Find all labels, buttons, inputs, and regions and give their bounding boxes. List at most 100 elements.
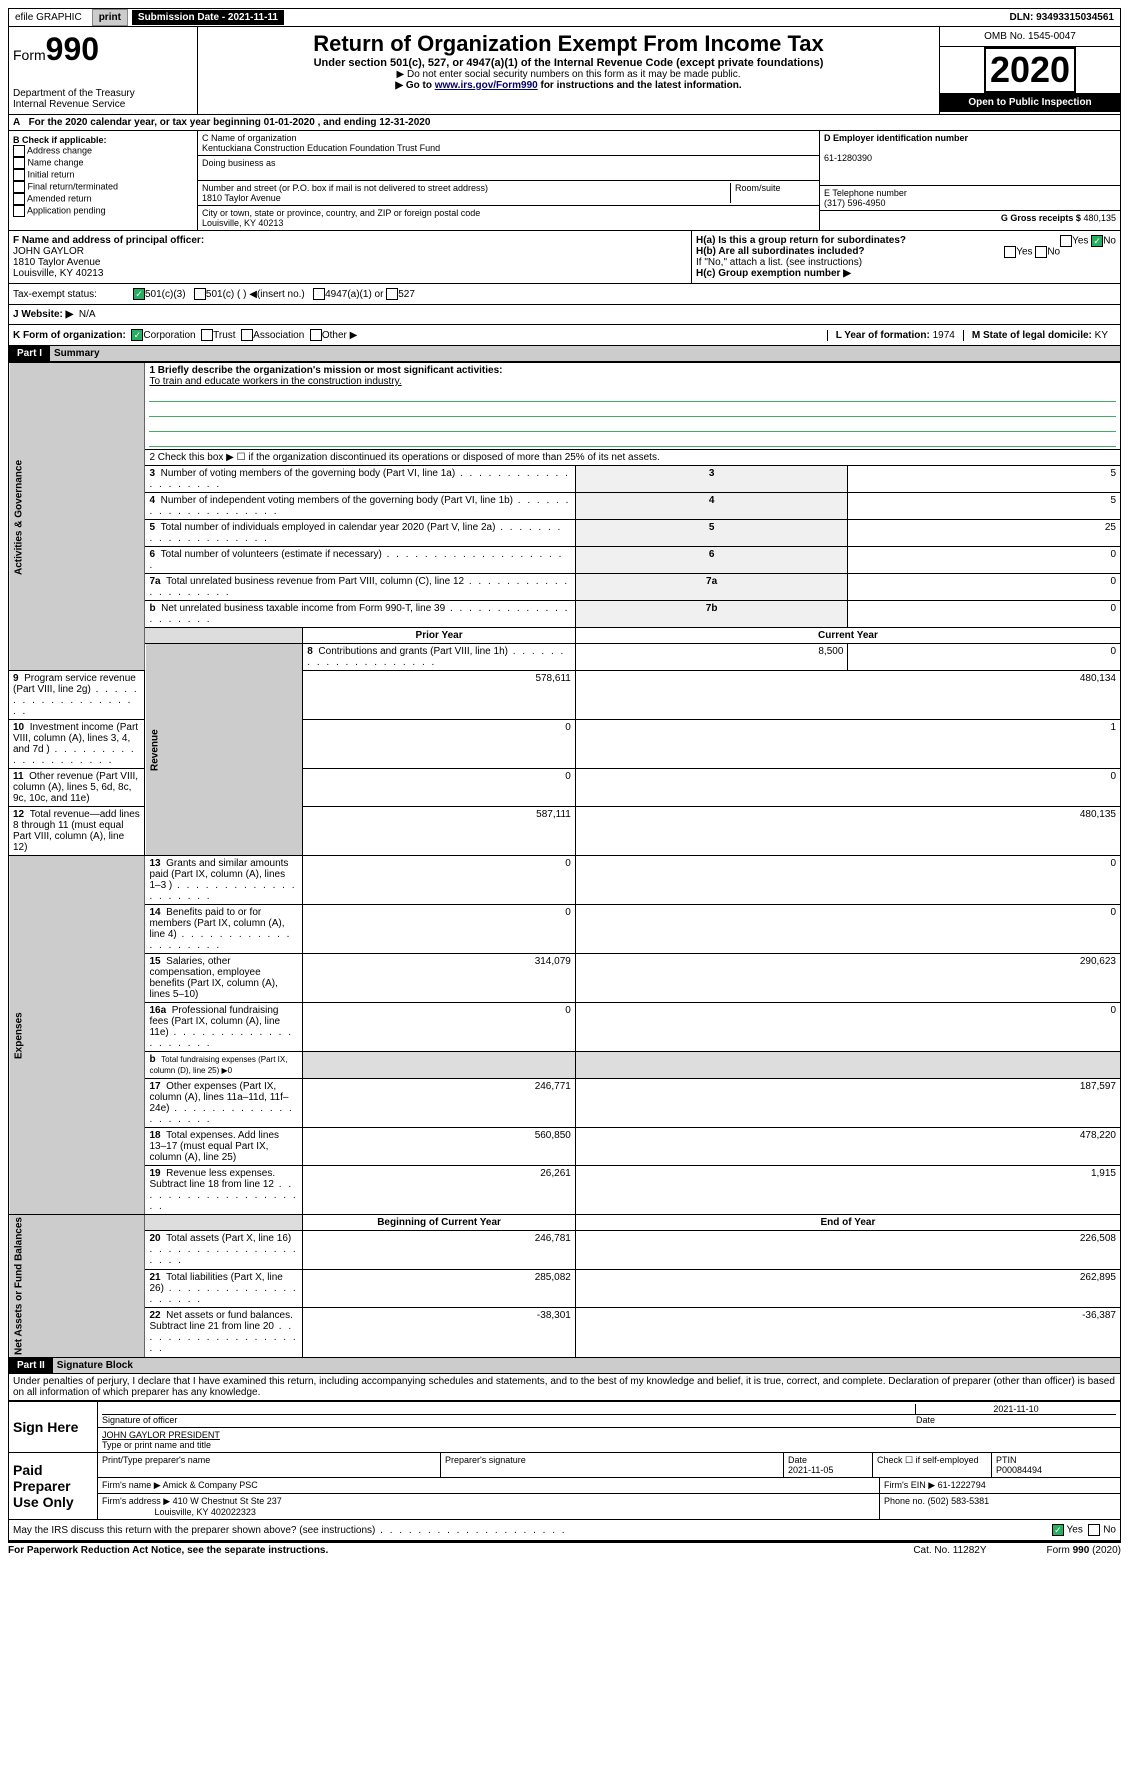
firm-name: Amick & Company PSC xyxy=(163,1480,258,1490)
tax-status-label: Tax-exempt status: xyxy=(13,289,133,300)
checkbox-app-pending[interactable] xyxy=(13,205,25,217)
checkbox-assoc[interactable] xyxy=(241,329,253,341)
checkbox-501c3[interactable] xyxy=(133,288,145,300)
form-subtitle: Under section 501(c), 527, or 4947(a)(1)… xyxy=(202,57,935,69)
part1-header-row: Part I Summary xyxy=(8,346,1121,362)
checkbox-name-change[interactable] xyxy=(13,157,25,169)
form-number: 990 xyxy=(46,31,99,67)
tax-period: A For the 2020 calendar year, or tax yea… xyxy=(13,117,430,128)
sig-date: 2021-11-10 xyxy=(916,1404,1116,1414)
paid-preparer-label: Paid Preparer Use Only xyxy=(9,1453,98,1520)
checkbox-ha-no[interactable] xyxy=(1091,235,1103,247)
dba-label: Doing business as xyxy=(202,158,276,168)
box-ha-label: H(a) Is this a group return for subordin… xyxy=(696,235,906,246)
firm-ein-label: Firm's EIN ▶ xyxy=(884,1480,935,1490)
checkbox-other[interactable] xyxy=(310,329,322,341)
box-f-label: F Name and address of principal officer: xyxy=(13,235,204,246)
submission-date: Submission Date - 2021-11-11 xyxy=(132,10,284,25)
org-info-grid: B Check if applicable: Address change Na… xyxy=(8,131,1121,231)
checkbox-527[interactable] xyxy=(386,288,398,300)
checkbox-address-change[interactable] xyxy=(13,145,25,157)
prep-date-label: Date xyxy=(788,1455,807,1465)
part2-label: Part II xyxy=(9,1358,53,1373)
side-label-netassets: Net Assets or Fund Balances xyxy=(9,1215,145,1358)
box-e-label: E Telephone number xyxy=(824,188,907,198)
side-label-revenue: Revenue xyxy=(145,644,303,856)
col-current: Current Year xyxy=(818,630,878,641)
ssn-warning: ▶ Do not enter social security numbers o… xyxy=(202,69,935,80)
discuss-row: May the IRS discuss this return with the… xyxy=(8,1520,1121,1541)
form-org-row: K Form of organization: Corporation Trus… xyxy=(8,325,1121,346)
firm-phone: (502) 583-5381 xyxy=(928,1496,990,1506)
ptin-label: PTIN xyxy=(996,1455,1017,1465)
room-label: Room/suite xyxy=(735,183,781,193)
col-eoy: End of Year xyxy=(821,1217,876,1228)
ptin: P00084494 xyxy=(996,1465,1042,1475)
side-label-governance: Activities & Governance xyxy=(9,363,145,671)
checkbox-4947[interactable] xyxy=(313,288,325,300)
officer-addr2: Louisville, KY 40213 xyxy=(13,268,103,279)
checkbox-ha-yes[interactable] xyxy=(1060,235,1072,247)
box-m-label: M State of legal domicile: xyxy=(972,330,1092,341)
checkbox-corp[interactable] xyxy=(131,329,143,341)
box-hb-label: H(b) Are all subordinates included? xyxy=(696,246,865,257)
box-d-label: D Employer identification number xyxy=(824,133,968,143)
firm-addr: 410 W Chestnut St Ste 237 xyxy=(173,1496,282,1506)
prep-name-label: Print/Type preparer's name xyxy=(98,1453,441,1477)
checkbox-discuss-yes[interactable] xyxy=(1052,1524,1064,1536)
col-bocy: Beginning of Current Year xyxy=(377,1217,501,1228)
tax-year: 2020 xyxy=(984,47,1076,93)
checkbox-discuss-no[interactable] xyxy=(1088,1524,1100,1536)
phone-label: Phone no. xyxy=(884,1496,925,1506)
box-hb-note: If "No," attach a list. (see instruction… xyxy=(696,257,1116,268)
telephone: (317) 596-4950 xyxy=(824,198,886,208)
website-row: J Website: ▶ N/A xyxy=(8,305,1121,325)
form-title: Return of Organization Exempt From Incom… xyxy=(202,31,935,57)
dept-treasury: Department of the Treasury xyxy=(13,88,193,99)
firm-city: Louisville, KY 402022323 xyxy=(155,1507,256,1517)
self-emp: Check ☐ if self-employed xyxy=(873,1453,992,1477)
irs-label: Internal Revenue Service xyxy=(13,99,193,110)
checkbox-trust[interactable] xyxy=(201,329,213,341)
open-public: Open to Public Inspection xyxy=(940,93,1120,112)
line1-label: 1 Briefly describe the organization's mi… xyxy=(149,365,502,376)
checkbox-501c[interactable] xyxy=(194,288,206,300)
form990-link[interactable]: www.irs.gov/Form990 xyxy=(435,80,538,91)
discuss-label: May the IRS discuss this return with the… xyxy=(13,1525,567,1536)
sign-here-label: Sign Here xyxy=(9,1402,98,1453)
box-b-label: B Check if applicable: xyxy=(13,135,107,145)
box-k-label: K Form of organization: xyxy=(13,330,126,341)
date-label: Date xyxy=(916,1415,1116,1425)
firm-addr-label: Firm's address ▶ xyxy=(102,1496,170,1506)
line2: 2 Check this box ▶ ☐ if the organization… xyxy=(145,450,1121,466)
part1-table: Activities & Governance 1 Briefly descri… xyxy=(8,362,1121,1358)
checkbox-hb-yes[interactable] xyxy=(1004,246,1016,258)
footer-left: For Paperwork Reduction Act Notice, see … xyxy=(8,1545,328,1556)
side-label-expenses: Expenses xyxy=(9,856,145,1215)
org-address: 1810 Taylor Avenue xyxy=(202,193,281,203)
org-city: Louisville, KY 40213 xyxy=(202,218,283,228)
omb-number: OMB No. 1545-0047 xyxy=(940,27,1120,47)
print-button[interactable]: print xyxy=(92,9,128,26)
prep-sig-label: Preparer's signature xyxy=(441,1453,784,1477)
checkbox-initial-return[interactable] xyxy=(13,169,25,181)
dln: DLN: 93493315034561 xyxy=(1003,10,1120,25)
form-label: Form xyxy=(13,47,46,63)
gross-receipts: 480,135 xyxy=(1083,213,1116,223)
part2-title: Signature Block xyxy=(53,1358,1120,1373)
checkbox-final-return[interactable] xyxy=(13,181,25,193)
officer-name: JOHN GAYLOR xyxy=(13,246,84,257)
sig-officer-label: Signature of officer xyxy=(102,1415,916,1425)
top-bar: efile GRAPHIC print Submission Date - 20… xyxy=(8,8,1121,27)
city-label: City or town, state or province, country… xyxy=(202,208,480,218)
mission-text: To train and educate workers in the cons… xyxy=(149,376,401,387)
firm-ein: 61-1222794 xyxy=(938,1480,986,1490)
checkbox-hb-no[interactable] xyxy=(1035,246,1047,258)
tax-status-row: Tax-exempt status: 501(c)(3) 501(c) ( ) … xyxy=(8,284,1121,305)
box-c-name-label: C Name of organization xyxy=(202,133,297,143)
signature-table: Sign Here 2021-11-10 Signature of office… xyxy=(8,1401,1121,1520)
part1-title: Summary xyxy=(50,346,1120,361)
checkbox-amended[interactable] xyxy=(13,193,25,205)
box-hc-label: H(c) Group exemption number ▶ xyxy=(696,268,851,279)
box-g-label: G Gross receipts $ xyxy=(1001,213,1081,223)
